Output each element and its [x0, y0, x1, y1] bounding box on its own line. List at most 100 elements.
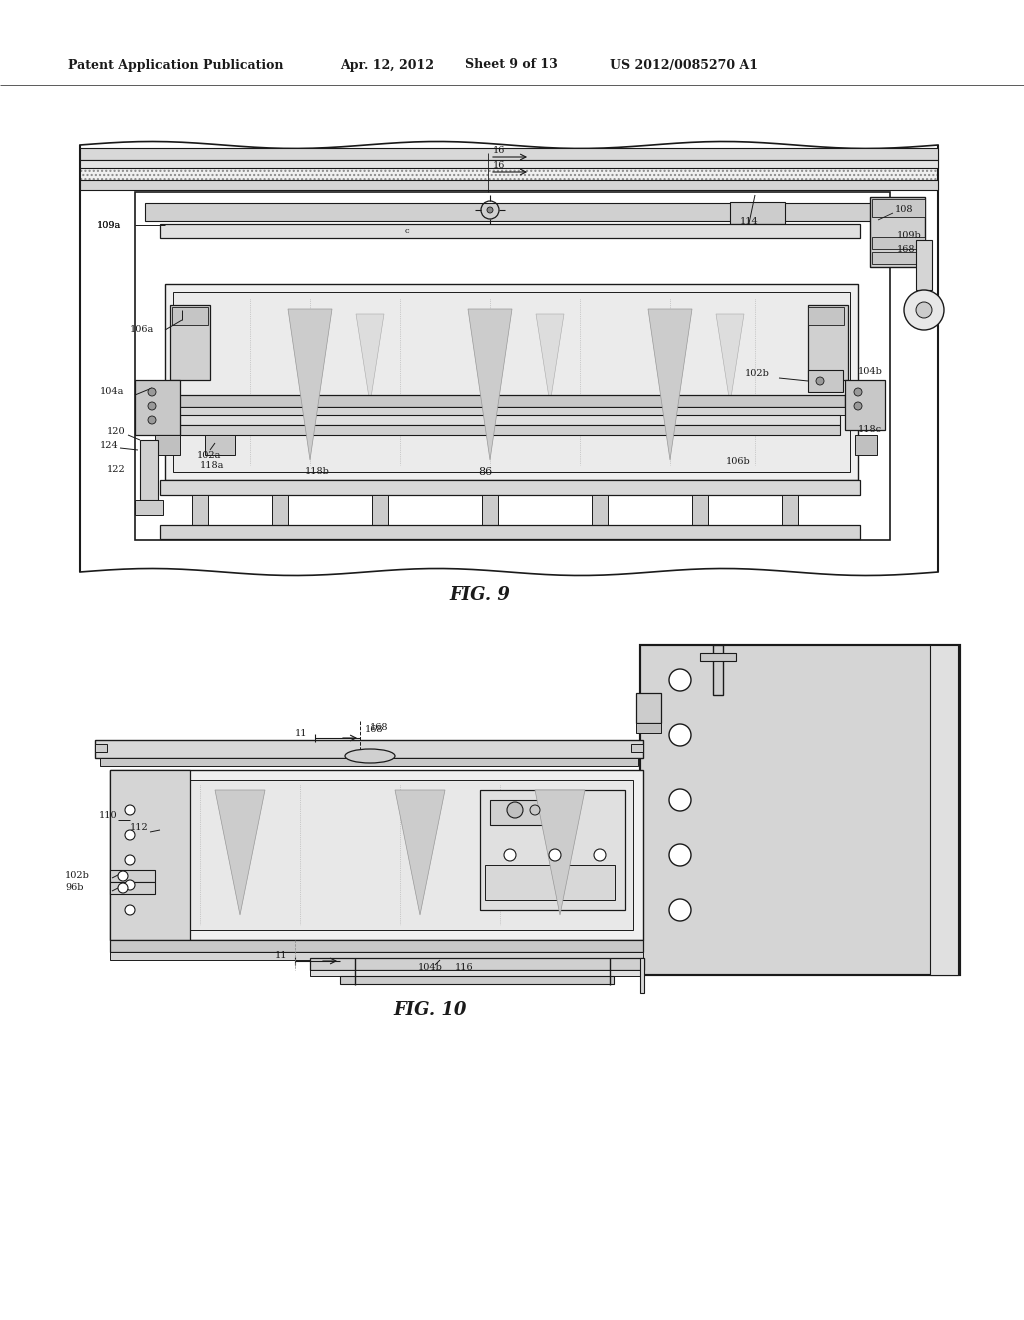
Text: 11: 11 [295, 729, 307, 738]
Text: 104a: 104a [100, 388, 124, 396]
Bar [110, 770, 643, 940]
Text: FIG. 10: FIG. 10 [393, 1001, 467, 1019]
Circle shape [669, 789, 691, 810]
Circle shape [487, 207, 493, 213]
Circle shape [530, 805, 540, 814]
Text: 122: 122 [106, 466, 126, 474]
Bar [205, 436, 234, 455]
Bar [310, 958, 644, 970]
Polygon shape [215, 789, 265, 915]
Text: 108: 108 [895, 206, 913, 214]
Bar [155, 436, 180, 455]
Bar [490, 800, 550, 825]
Circle shape [507, 803, 523, 818]
Polygon shape [395, 789, 445, 915]
Bar [175, 395, 845, 407]
Circle shape [854, 388, 862, 396]
Bar [480, 789, 625, 909]
Text: Patent Application Publication: Patent Application Publication [68, 58, 284, 71]
Text: 106a: 106a [130, 326, 155, 334]
Bar [808, 308, 844, 325]
Text: 112: 112 [130, 824, 148, 833]
Bar [145, 203, 880, 220]
Bar [135, 380, 180, 436]
Circle shape [854, 403, 862, 411]
Text: 168: 168 [370, 723, 388, 733]
Text: 168: 168 [897, 246, 915, 255]
Text: FIG. 9: FIG. 9 [450, 586, 510, 605]
Bar [640, 900, 680, 950]
Bar [172, 308, 208, 325]
Bar [640, 958, 644, 993]
Text: 110: 110 [99, 810, 118, 820]
Circle shape [125, 880, 135, 890]
Bar [916, 240, 932, 290]
Bar [110, 770, 190, 940]
Text: Sheet 9 of 13: Sheet 9 of 13 [465, 58, 558, 71]
Circle shape [148, 388, 156, 396]
Bar [120, 780, 633, 931]
Bar [135, 191, 890, 540]
Text: 16: 16 [493, 147, 506, 154]
Bar [808, 370, 843, 392]
Circle shape [118, 871, 128, 880]
Text: c: c [406, 227, 410, 235]
Circle shape [118, 883, 128, 894]
Bar [193, 495, 208, 525]
Circle shape [148, 403, 156, 411]
Circle shape [669, 843, 691, 866]
Bar [140, 440, 158, 500]
Circle shape [594, 849, 606, 861]
Circle shape [669, 669, 691, 690]
Bar [110, 952, 643, 960]
Bar [110, 870, 155, 882]
Bar [872, 238, 925, 249]
Bar [173, 292, 850, 473]
Bar [640, 645, 961, 975]
Polygon shape [648, 309, 692, 459]
Polygon shape [288, 309, 332, 459]
Text: 102b: 102b [745, 368, 770, 378]
Circle shape [549, 849, 561, 861]
Bar [80, 160, 938, 168]
Text: 102a: 102a [197, 450, 221, 459]
Bar [165, 284, 858, 480]
Text: 86: 86 [478, 467, 493, 477]
Bar [592, 495, 608, 525]
Bar [855, 436, 877, 455]
Text: 96b: 96b [65, 883, 84, 892]
Circle shape [125, 805, 135, 814]
Bar [845, 380, 885, 430]
Bar [700, 653, 736, 661]
Text: 116: 116 [455, 964, 474, 973]
Text: 118b: 118b [305, 467, 330, 477]
Text: 118c: 118c [858, 425, 882, 434]
Bar [100, 758, 638, 766]
Bar [95, 741, 643, 758]
Circle shape [669, 899, 691, 921]
Text: 104b: 104b [858, 367, 883, 376]
Bar [872, 199, 925, 216]
Polygon shape [716, 314, 744, 404]
Bar [160, 224, 860, 238]
Polygon shape [356, 314, 384, 404]
Bar [95, 744, 106, 752]
Bar [340, 975, 614, 983]
Text: 106b: 106b [726, 458, 751, 466]
Ellipse shape [345, 748, 395, 763]
Bar [631, 744, 643, 752]
Bar [110, 882, 155, 894]
Circle shape [125, 855, 135, 865]
Circle shape [125, 830, 135, 840]
Text: Apr. 12, 2012: Apr. 12, 2012 [340, 58, 434, 71]
Circle shape [916, 302, 932, 318]
Text: 16: 16 [493, 161, 506, 170]
Bar [713, 645, 723, 696]
Bar [175, 407, 845, 414]
Bar [170, 305, 210, 380]
Bar [640, 645, 961, 975]
Bar [180, 414, 840, 425]
Text: 109a: 109a [97, 220, 121, 230]
Circle shape [669, 723, 691, 746]
Text: 104b: 104b [418, 964, 442, 973]
